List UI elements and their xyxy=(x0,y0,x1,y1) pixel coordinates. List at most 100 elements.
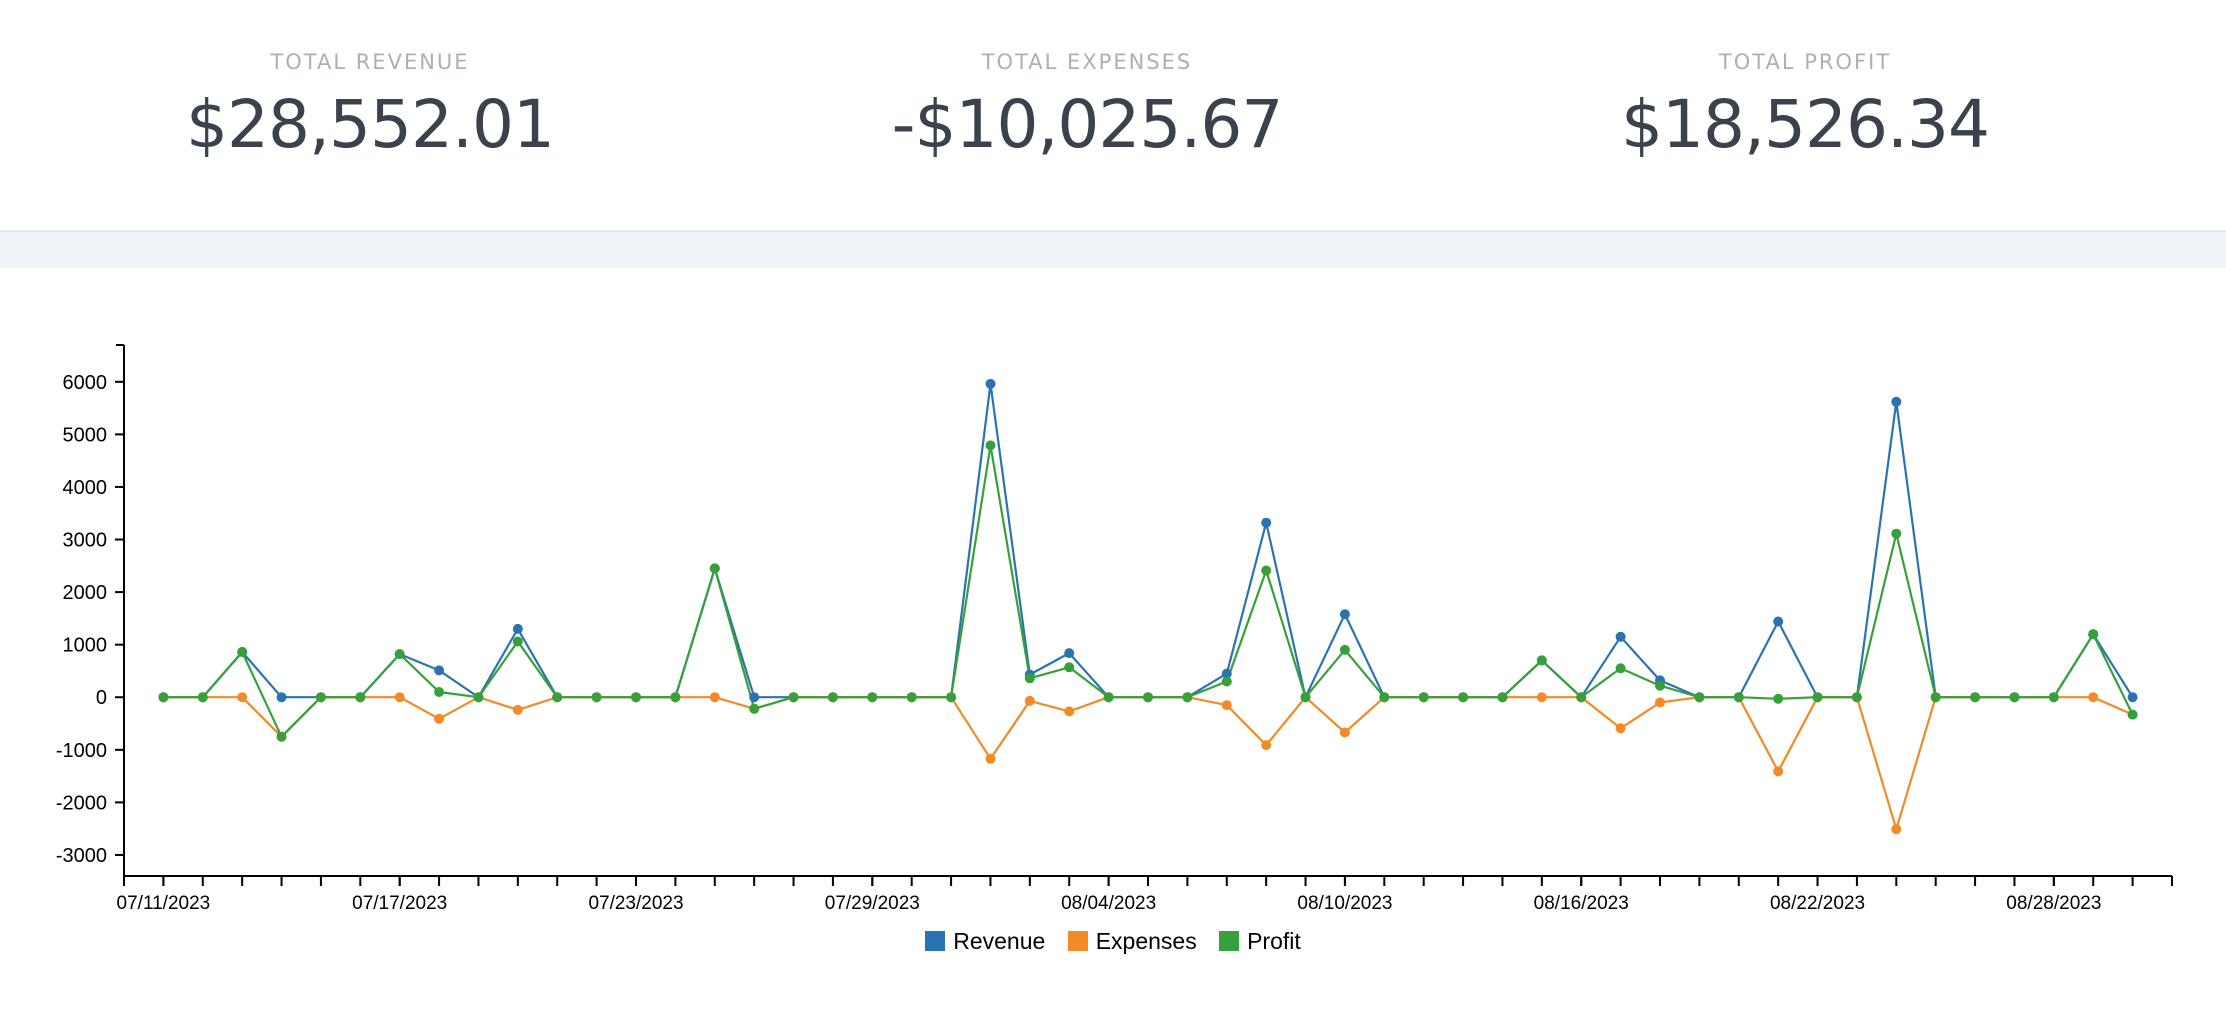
y-tick-label: -1000 xyxy=(56,740,107,762)
data-point-revenue xyxy=(1773,616,1784,627)
data-point-profit xyxy=(2009,692,2020,703)
data-point-expenses xyxy=(512,704,523,715)
data-point-expenses xyxy=(985,753,996,764)
data-point-profit xyxy=(1930,692,1941,703)
legend-label-profit: Profit xyxy=(1247,928,1301,954)
data-point-revenue xyxy=(512,623,523,634)
chart-points xyxy=(158,378,2138,835)
data-point-profit xyxy=(276,731,287,742)
summary-panel: TOTAL REVENUE $28,552.01 TOTAL EXPENSES … xyxy=(0,0,2226,232)
data-point-profit xyxy=(670,692,681,703)
data-point-profit xyxy=(2088,629,2099,640)
data-point-profit xyxy=(1497,692,1508,703)
data-point-profit xyxy=(591,692,602,703)
data-point-expenses xyxy=(394,692,405,703)
data-point-profit xyxy=(1812,692,1823,703)
data-point-profit xyxy=(1064,662,1075,673)
data-point-profit xyxy=(552,692,563,703)
data-point-expenses xyxy=(2088,692,2099,703)
profit-label: TOTAL PROFIT xyxy=(1718,50,1892,74)
data-point-revenue xyxy=(985,378,996,389)
x-tick-label: 07/23/2023 xyxy=(588,893,683,914)
data-point-profit xyxy=(2127,709,2138,720)
legend-item-revenue[interactable]: Revenue xyxy=(925,928,1045,955)
legend-item-expenses[interactable]: Expenses xyxy=(1067,928,1197,955)
data-point-revenue xyxy=(2127,692,2138,703)
data-point-profit xyxy=(1300,692,1311,703)
data-point-expenses xyxy=(1615,723,1626,734)
data-point-profit xyxy=(946,692,957,703)
y-tick-label: 0 xyxy=(96,687,107,709)
data-point-revenue xyxy=(276,692,287,703)
data-point-profit xyxy=(1851,692,1862,703)
expenses-value: -$10,025.67 xyxy=(891,86,1284,163)
y-tick-label: 1000 xyxy=(63,635,108,657)
data-point-profit xyxy=(355,692,366,703)
data-point-revenue xyxy=(1891,396,1902,407)
revenue-label: TOTAL REVENUE xyxy=(270,50,470,74)
data-point-profit xyxy=(1379,692,1390,703)
profit-stat: TOTAL PROFIT $18,526.34 xyxy=(1505,50,2105,163)
x-tick-label: 08/04/2023 xyxy=(1061,893,1156,914)
data-point-profit xyxy=(1891,528,1902,539)
x-tick-label: 07/17/2023 xyxy=(352,893,447,914)
data-point-expenses xyxy=(1339,727,1350,738)
data-point-revenue xyxy=(749,692,760,703)
chart-legend: Revenue Expenses Profit xyxy=(0,928,2226,955)
y-tick-label: -2000 xyxy=(56,792,107,814)
x-tick-label: 08/16/2023 xyxy=(1534,893,1629,914)
data-point-profit xyxy=(512,636,523,647)
data-point-profit xyxy=(985,440,996,451)
legend-label-expenses: Expenses xyxy=(1095,928,1197,954)
legend-label-revenue: Revenue xyxy=(953,928,1046,954)
data-point-profit xyxy=(906,692,917,703)
data-point-expenses xyxy=(1773,766,1784,777)
data-point-profit xyxy=(1339,644,1350,655)
data-point-expenses xyxy=(1064,706,1075,717)
data-point-revenue xyxy=(1615,631,1626,642)
data-point-revenue xyxy=(1064,648,1075,659)
divider-band xyxy=(0,232,2226,268)
data-point-expenses xyxy=(237,692,248,703)
data-point-revenue xyxy=(1261,517,1272,528)
y-tick-label: 4000 xyxy=(63,477,108,499)
x-tick-label: 08/22/2023 xyxy=(1770,893,1865,914)
legend-swatch-expenses xyxy=(1067,931,1088,951)
data-point-expenses xyxy=(434,713,445,724)
data-point-profit xyxy=(434,687,445,697)
data-point-profit xyxy=(237,647,248,657)
data-point-profit xyxy=(197,692,208,703)
x-tick-label: 08/28/2023 xyxy=(2006,893,2101,914)
data-point-profit xyxy=(2048,692,2059,703)
data-point-profit xyxy=(158,692,169,703)
data-point-expenses xyxy=(1655,697,1665,708)
data-point-profit xyxy=(1970,692,1981,703)
y-tick-label: -3000 xyxy=(56,845,107,867)
x-tick-label: 07/29/2023 xyxy=(825,893,920,914)
series-line-expenses xyxy=(163,696,2134,831)
data-point-profit xyxy=(749,703,760,714)
chart-axes: -3000 -2000 -1000 0 1000 2000 3000 4000 5000 6000… xyxy=(56,344,2173,914)
x-tick-label: 07/11/2023 xyxy=(117,893,211,914)
data-point-revenue xyxy=(1339,609,1350,620)
data-point-revenue xyxy=(1221,668,1232,679)
data-point-profit xyxy=(1536,655,1547,666)
y-tick-label: 2000 xyxy=(63,582,108,604)
data-point-profit xyxy=(1182,692,1193,703)
y-tick-label: 5000 xyxy=(63,424,108,446)
data-point-profit xyxy=(788,692,799,703)
data-point-profit xyxy=(1733,692,1744,703)
data-point-expenses xyxy=(1261,740,1272,751)
data-point-profit xyxy=(315,692,326,703)
data-point-profit xyxy=(1458,692,1469,703)
data-point-profit xyxy=(473,692,484,703)
legend-item-profit[interactable]: Profit xyxy=(1219,928,1301,955)
data-point-expenses xyxy=(1891,824,1902,835)
series-line-revenue xyxy=(163,382,2134,699)
data-point-profit xyxy=(709,563,720,574)
data-point-profit xyxy=(1261,565,1272,576)
profit-value: $18,526.34 xyxy=(1621,86,1990,163)
legend-swatch-profit xyxy=(1219,931,1240,951)
data-point-expenses xyxy=(709,692,720,703)
